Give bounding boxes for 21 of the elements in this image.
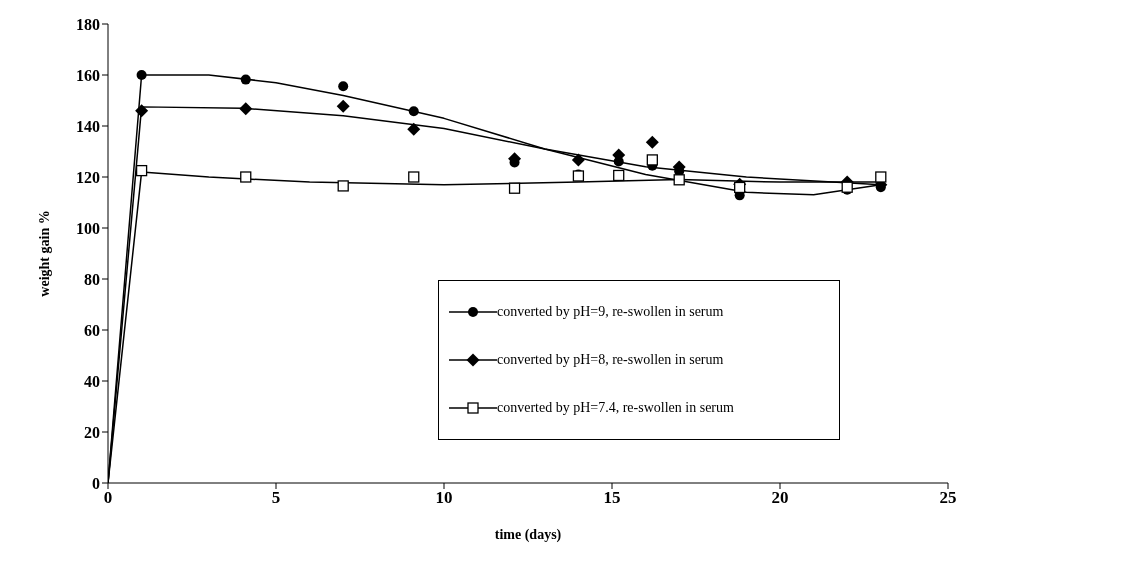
y-tick-label: 120 <box>76 168 100 186</box>
x-tick-label: 20 <box>771 488 789 508</box>
y-tick-label: 40 <box>84 372 100 390</box>
y-tick-label: 160 <box>76 66 100 84</box>
y-tick-label: 140 <box>76 117 100 135</box>
y-tick-label: 60 <box>84 321 100 339</box>
x-tick-label: 15 <box>603 488 621 508</box>
y-tick-label: 100 <box>76 219 100 237</box>
legend-label: converted by pH=8, re-swollen in serum <box>497 352 724 368</box>
y-tick-label: 80 <box>84 270 100 288</box>
x-tick-label: 0 <box>103 488 113 508</box>
legend-label: converted by pH=7.4, re-swollen in serum <box>497 400 734 416</box>
legend-label: converted by pH=9, re-swollen in serum <box>497 304 724 320</box>
x-tick-label: 10 <box>435 488 453 508</box>
y-axis-title: weight gain % <box>36 210 52 297</box>
y-tick-label: 0 <box>92 474 100 492</box>
x-tick-label: 25 <box>939 488 957 508</box>
y-tick-label: 20 <box>84 423 100 441</box>
y-tick-label: 180 <box>76 15 100 33</box>
x-axis-title: time (days) <box>494 527 562 543</box>
x-tick-label: 5 <box>271 488 281 508</box>
